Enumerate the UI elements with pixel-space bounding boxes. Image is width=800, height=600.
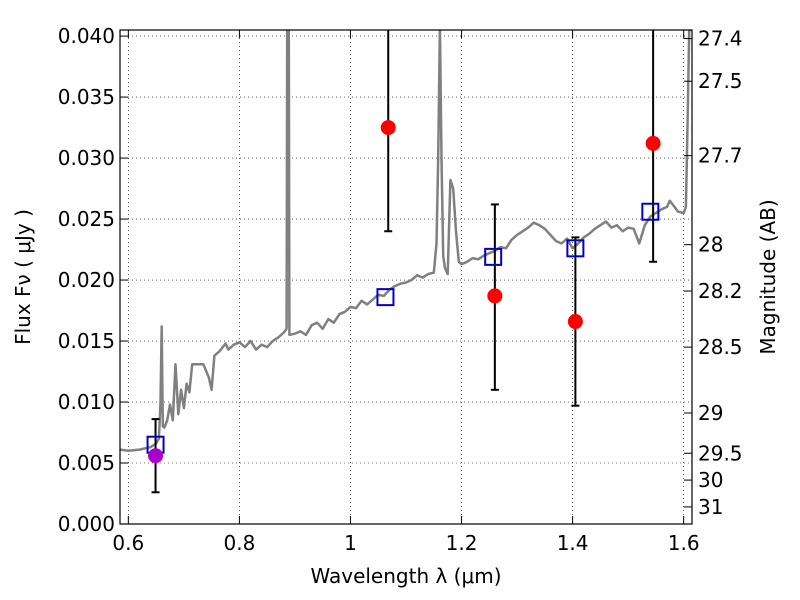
x-tick-label-5: 1.6 — [668, 531, 700, 555]
observed-point-1 — [380, 120, 396, 136]
y2-tick-label-3: 28 — [698, 233, 723, 257]
y-tick-label-2: 0.010 — [58, 390, 115, 414]
x-tick-label-4: 1.4 — [557, 531, 589, 555]
y2-tick-label-2: 27.7 — [698, 144, 743, 168]
axis-ticks — [120, 30, 692, 525]
y2-tick-label-5: 28.5 — [698, 335, 743, 359]
model-photometry-square-1 — [376, 288, 395, 307]
model-photometry-square-4 — [641, 202, 660, 221]
x-tick-label-1: 0.8 — [223, 531, 255, 555]
plot-frame — [119, 29, 693, 525]
x-tick-label-3: 1.2 — [446, 531, 478, 555]
y2-tick-label-9: 31 — [698, 495, 723, 519]
observed-point-3 — [567, 314, 583, 330]
tick-labels: 0.6 0.8 1 1.2 1.4 1.6 0.000 0.005 0.010 0.015 0.02… — [58, 24, 743, 555]
x-axis-title: Wavelength λ (μm) — [310, 564, 501, 588]
observed-point-2 — [487, 288, 503, 304]
y-tick-label-3: 0.015 — [58, 329, 115, 353]
y-tick-label-0: 0.000 — [58, 512, 115, 536]
y2-axis-title: Magnitude (AB) — [756, 199, 780, 354]
y2-tick-label-1: 27.5 — [698, 69, 743, 93]
y2-tick-label-0: 27.4 — [698, 27, 743, 51]
plot-background — [120, 30, 692, 524]
y2-tick-label-8: 30 — [698, 468, 723, 492]
model-spectrum-line — [120, 30, 692, 453]
y-tick-label-6: 0.030 — [58, 146, 115, 170]
y2-tick-label-4: 28.2 — [698, 279, 743, 303]
y-axis-title: Flux Fν ( μJy ) — [11, 209, 35, 345]
y-tick-label-8: 0.040 — [58, 24, 115, 48]
x-tick-label-0: 0.6 — [112, 531, 144, 555]
y2-tick-label-6: 29 — [698, 401, 723, 425]
model-photometry-square-3 — [566, 239, 585, 258]
y-tick-label-5: 0.025 — [58, 207, 115, 231]
y-tick-label-1: 0.005 — [58, 451, 115, 475]
observed-point-0 — [148, 448, 164, 464]
x-tick-label-2: 1 — [344, 531, 357, 555]
model-spectrum-group — [120, 30, 692, 453]
y-tick-label-7: 0.035 — [58, 85, 115, 109]
model-photometry-square-2 — [484, 247, 503, 266]
observed-point-4 — [645, 135, 661, 151]
y2-tick-label-7: 29.5 — [698, 441, 743, 465]
observed-photometry-markers — [148, 120, 661, 464]
y-tick-label-4: 0.020 — [58, 268, 115, 292]
